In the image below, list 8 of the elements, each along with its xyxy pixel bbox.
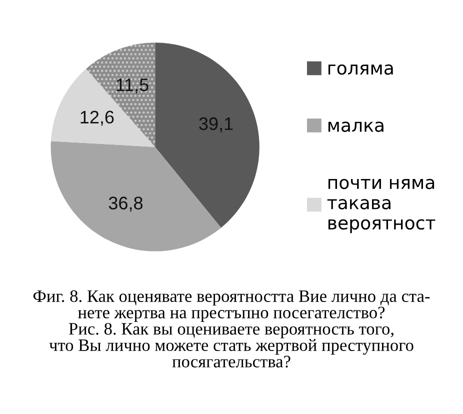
legend-label: почти няма такава вероятност <box>327 178 436 234</box>
data-label: 36,8 <box>108 196 143 212</box>
data-label: 39,1 <box>199 117 233 132</box>
legend-label: малка <box>328 122 384 132</box>
data-label: 12,6 <box>80 110 114 126</box>
data-label: 11,5 <box>116 78 148 94</box>
text: Фиг. 8. Как оценявате вероятността Вие лично да ста- нете жертва на престъпно посегателство? Рис. 8. Как вы оцениваете вероятность того, что Вы лично можете стать жертвой преступного посягательства? <box>33 290 430 368</box>
legend-label: голяма <box>328 64 393 75</box>
